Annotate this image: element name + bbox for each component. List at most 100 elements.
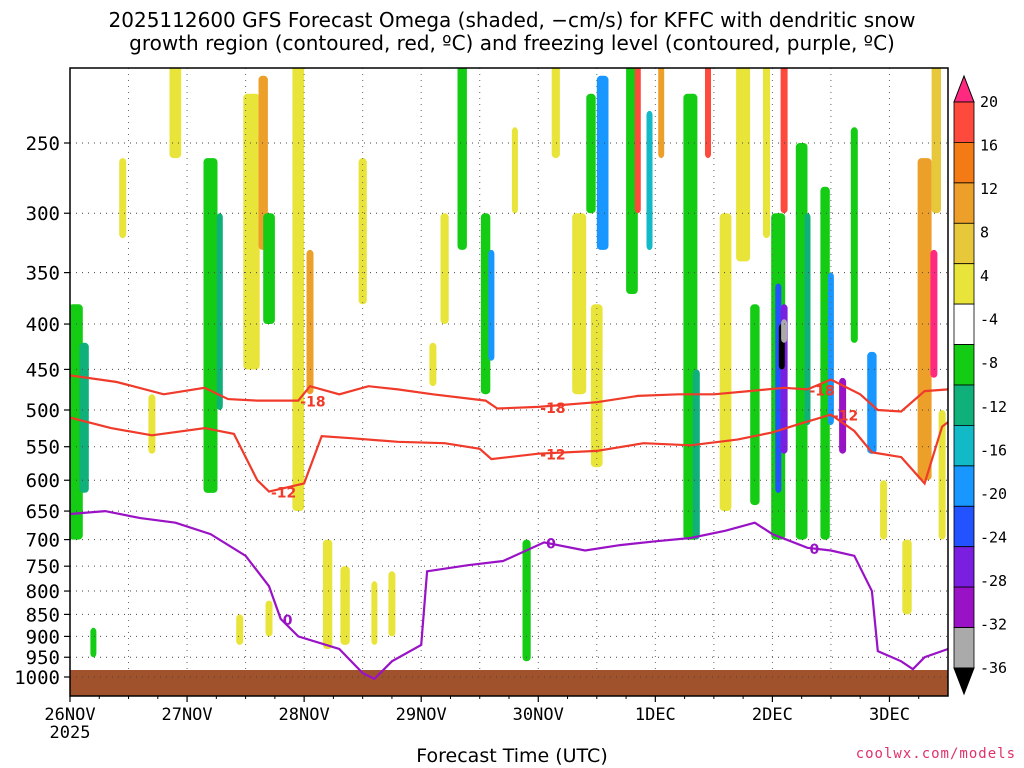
y-tick-label-550: 550 [26, 437, 60, 459]
omega-shade-32 [646, 110, 653, 251]
colorbar-label-5: -4 [980, 311, 998, 329]
omega-shade-10 [236, 614, 244, 645]
colorbar-label-10: -24 [980, 528, 1007, 546]
colorbar-label-2: 12 [980, 180, 998, 198]
contour-label--12-0: -12 [271, 486, 296, 502]
omega-shade-4 [148, 394, 156, 454]
contour--18 [70, 374, 948, 413]
y-tick-label-750: 750 [26, 556, 60, 578]
omega-shade-58 [931, 68, 941, 214]
omega-shade-8 [258, 75, 268, 250]
omega-shade-48 [804, 213, 811, 426]
y-tick-label-350: 350 [26, 263, 60, 285]
contour-label--12-2: -12 [833, 409, 858, 425]
x-tick-label-27NOV: 27NOV [161, 705, 212, 725]
omega-shade-15 [371, 581, 378, 645]
omega-shade-53 [867, 351, 877, 454]
x-tick-label-1DEC: 1DEC [635, 705, 676, 725]
contour-label--18-2: -18 [810, 383, 835, 399]
omega-shade-14 [340, 566, 350, 645]
y-tick-label-950: 950 [26, 647, 60, 669]
omega-shade-22 [488, 249, 495, 361]
omega-shade-3 [169, 68, 182, 159]
contour-label--18-0: -18 [300, 395, 325, 411]
colorbar-top-arrow [953, 74, 975, 103]
colorbar-label-13: -36 [980, 659, 1007, 677]
omega-shade-6 [216, 213, 223, 410]
chart-title-line2: growth region (contoured, red, ºC) and f… [129, 31, 895, 55]
y-tick-label-600: 600 [26, 470, 60, 492]
omega-shade-61 [265, 600, 273, 637]
omega-shade-29 [590, 304, 603, 468]
omega-shade-7 [243, 93, 260, 370]
colorbar-swatch-2 [953, 141, 975, 184]
colorbar-swatch-6 [953, 303, 975, 345]
omega-shade-49 [820, 186, 830, 540]
colorbar-bottom-arrow [953, 667, 975, 696]
colorbar-swatch-10 [953, 465, 975, 507]
omega-shade-39 [750, 304, 760, 506]
omega-shade-38 [736, 68, 751, 262]
omega-shade-26 [551, 68, 560, 159]
colorbar-swatch-8 [953, 384, 975, 426]
contour--12 [70, 413, 948, 493]
y-tick-label-500: 500 [26, 400, 60, 422]
omega-shade-17 [358, 158, 367, 305]
omega-shade-21 [480, 213, 491, 395]
x-tick-label-30NOV: 30NOV [513, 705, 564, 725]
ground-fill [70, 670, 948, 696]
omega-shade-52 [850, 127, 858, 343]
omega-shade-13 [322, 539, 333, 649]
colorbar-swatch-14 [953, 627, 975, 669]
contour-label-0-2: 0 [810, 542, 820, 558]
x-tick-label-26NOV: 26NOV [44, 705, 95, 725]
omega-shade-1 [79, 342, 89, 493]
contour-label-0-0: 0 [283, 613, 293, 629]
y-tick-label-700: 700 [26, 530, 60, 552]
y-tick-label-400: 400 [26, 314, 60, 336]
omega-shade-19 [457, 68, 467, 250]
colorbar-label-11: -28 [980, 572, 1007, 590]
omega-shade-59 [938, 410, 946, 540]
colorbar-label-3: 8 [980, 224, 989, 242]
omega-shade-56 [917, 158, 932, 481]
colorbar-swatch-13 [953, 586, 975, 628]
omega-shade-60 [90, 627, 97, 658]
omega-shade-24 [522, 539, 531, 662]
colorbar-swatch-5 [953, 263, 975, 305]
y-tick-label-800: 800 [26, 581, 60, 603]
colorbar-swatch-3 [953, 182, 975, 224]
x-tick-label-3DEC: 3DEC [869, 705, 910, 725]
y-tick-label-900: 900 [26, 626, 60, 648]
x-tick-label-28NOV: 28NOV [279, 705, 330, 725]
colorbar-swatch-11 [953, 505, 975, 548]
omega-shade-23 [511, 127, 518, 214]
x-tick-label-29NOV: 29NOV [396, 705, 447, 725]
omega-shade-25 [572, 213, 587, 395]
omega-shade-11 [292, 68, 305, 511]
contour-0 [70, 509, 948, 681]
omega-shade-33 [658, 68, 665, 159]
credit-text: coolwx.com/models [855, 746, 1016, 762]
colorbar-label-7: -12 [980, 398, 1007, 416]
omega-shade-9 [263, 213, 275, 324]
colorbar-swatch-1 [953, 101, 975, 143]
y-tick-label-1000: 1000 [14, 667, 60, 689]
colorbar-label-1: 16 [980, 137, 998, 155]
contour-label--12-1: -12 [540, 448, 565, 464]
omega-shade-12 [306, 249, 314, 395]
y-tick-label-850: 850 [26, 604, 60, 626]
colorbar-swatch-4 [953, 222, 975, 265]
contour-label--18-1: -18 [540, 401, 565, 417]
omega-shade-35 [692, 369, 700, 540]
colorbar-label-8: -16 [980, 441, 1007, 459]
omega-shade-28 [596, 75, 609, 250]
colorbar-label-12: -32 [980, 616, 1007, 634]
colorbar-label-0: 20 [980, 93, 998, 111]
colorbar-swatch-9 [953, 424, 975, 467]
omega-shade-46 [781, 319, 788, 343]
colorbar-label-4: 4 [980, 267, 989, 285]
plot-frame [69, 67, 949, 697]
omega-shade-20 [440, 213, 449, 324]
